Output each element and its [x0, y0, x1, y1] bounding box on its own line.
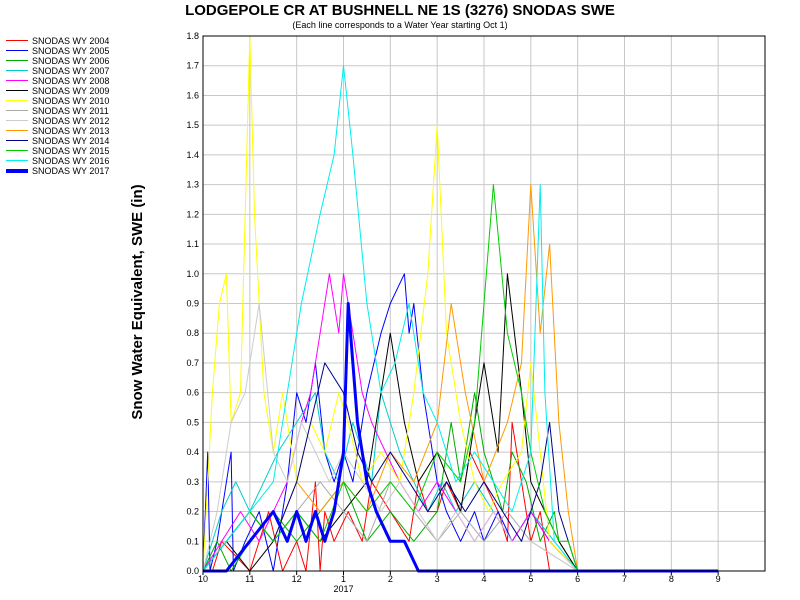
legend-label: SNODAS WY 2010	[32, 96, 110, 106]
legend-item: SNODAS WY 2015	[6, 146, 146, 156]
y-tick-label: 0.1	[186, 536, 199, 546]
legend-swatch	[6, 169, 28, 173]
legend-swatch	[6, 60, 28, 61]
y-tick-label: 1.6	[186, 90, 199, 100]
y-tick-label: 0.9	[186, 299, 199, 309]
legend-label: SNODAS WY 2014	[32, 136, 110, 146]
y-tick-label: 1.2	[186, 209, 199, 219]
legend-label: SNODAS WY 2017	[32, 166, 110, 176]
series-line-snodas-wy-2015	[202, 184, 719, 572]
x-tick-label: 6	[575, 574, 580, 584]
legend-swatch	[6, 110, 28, 111]
legend-label: SNODAS WY 2007	[32, 66, 110, 76]
y-tick-label: 1.1	[186, 239, 199, 249]
y-tick-label: 0.6	[186, 388, 199, 398]
legend-item: SNODAS WY 2007	[6, 66, 146, 76]
y-tick-label: 1.0	[186, 269, 199, 279]
x-tick-label: 1	[341, 574, 346, 584]
y-tick-label: 1.4	[186, 150, 199, 160]
legend-item: SNODAS WY 2011	[6, 106, 146, 116]
legend-item: SNODAS WY 2006	[6, 56, 146, 66]
legend-label: SNODAS WY 2004	[32, 36, 110, 46]
y-tick-label: 0.2	[186, 507, 199, 517]
legend-label: SNODAS WY 2013	[32, 126, 110, 136]
legend-swatch	[6, 90, 28, 91]
legend-swatch	[6, 100, 28, 101]
legend-item: SNODAS WY 2004	[6, 36, 146, 46]
x-tick-label: 10	[198, 574, 208, 584]
y-tick-label: 0.7	[186, 358, 199, 368]
series-line-snodas-wy-2010	[202, 35, 719, 572]
y-tick-label: 0.4	[186, 447, 199, 457]
legend-item: SNODAS WY 2010	[6, 96, 146, 106]
legend-swatch	[6, 130, 28, 131]
legend: SNODAS WY 2004 SNODAS WY 2005 SNODAS WY 20…	[6, 36, 146, 176]
legend-item: SNODAS WY 2013	[6, 126, 146, 136]
y-tick-label: 0.5	[186, 417, 199, 427]
x-tick-label: 5	[528, 574, 533, 584]
x-tick-label: 2	[388, 574, 393, 584]
series-line-snodas-wy-2012	[202, 303, 719, 572]
y-tick-label: 0.8	[186, 328, 199, 338]
chart-subtitle: (Each line corresponds to a Water Year s…	[292, 20, 508, 30]
legend-label: SNODAS WY 2012	[32, 116, 110, 126]
legend-swatch	[6, 80, 28, 81]
legend-label: SNODAS WY 2011	[32, 106, 109, 116]
legend-item: SNODAS WY 2016	[6, 156, 146, 166]
series-line-snodas-wy-2014	[202, 362, 719, 572]
y-tick-label: 1.7	[186, 61, 199, 71]
x-tick-label: 12	[292, 574, 302, 584]
x-tick-label: 11	[245, 574, 254, 584]
legend-label: SNODAS WY 2008	[32, 76, 110, 86]
series-line-snodas-wy-2005	[202, 273, 719, 572]
series-line-snodas-wy-2004	[203, 421, 719, 572]
legend-swatch	[6, 40, 28, 41]
y-tick-label: 0.0	[186, 566, 199, 576]
y-tick-label: 1.5	[186, 120, 199, 130]
legend-item: SNODAS WY 2008	[6, 76, 146, 86]
x-tick-label: 9	[716, 574, 721, 584]
legend-label: SNODAS WY 2015	[32, 146, 110, 156]
series-line-snodas-wy-2016	[202, 65, 719, 572]
x-tick-label: 8	[669, 574, 674, 584]
y-tick-label: 1.3	[186, 180, 199, 190]
legend-label: SNODAS WY 2005	[32, 46, 110, 56]
legend-label: SNODAS WY 2016	[32, 156, 110, 166]
legend-swatch	[6, 50, 28, 51]
legend-swatch	[6, 150, 28, 151]
legend-item: SNODAS WY 2012	[6, 116, 146, 126]
legend-swatch	[6, 70, 28, 71]
legend-item: SNODAS WY 2014	[6, 136, 146, 146]
x-tick-label: 4	[481, 574, 486, 584]
x-year-label: 2017	[333, 584, 353, 594]
x-tick-label: 3	[435, 574, 440, 584]
y-tick-label: 1.8	[186, 31, 199, 41]
legend-label: SNODAS WY 2006	[32, 56, 110, 66]
legend-label: SNODAS WY 2009	[32, 86, 110, 96]
legend-item: SNODAS WY 2005	[6, 46, 146, 56]
legend-item: SNODAS WY 2017	[6, 166, 146, 176]
legend-swatch	[6, 140, 28, 141]
x-tick-label: 7	[622, 574, 627, 584]
legend-swatch	[6, 160, 28, 161]
legend-swatch	[6, 120, 28, 121]
plot-border	[202, 35, 766, 572]
chart-title: LODGEPOLE CR AT BUSHNELL NE 1S (3276) SN…	[185, 2, 615, 19]
legend-item: SNODAS WY 2009	[6, 86, 146, 96]
y-tick-label: 0.3	[186, 477, 199, 487]
